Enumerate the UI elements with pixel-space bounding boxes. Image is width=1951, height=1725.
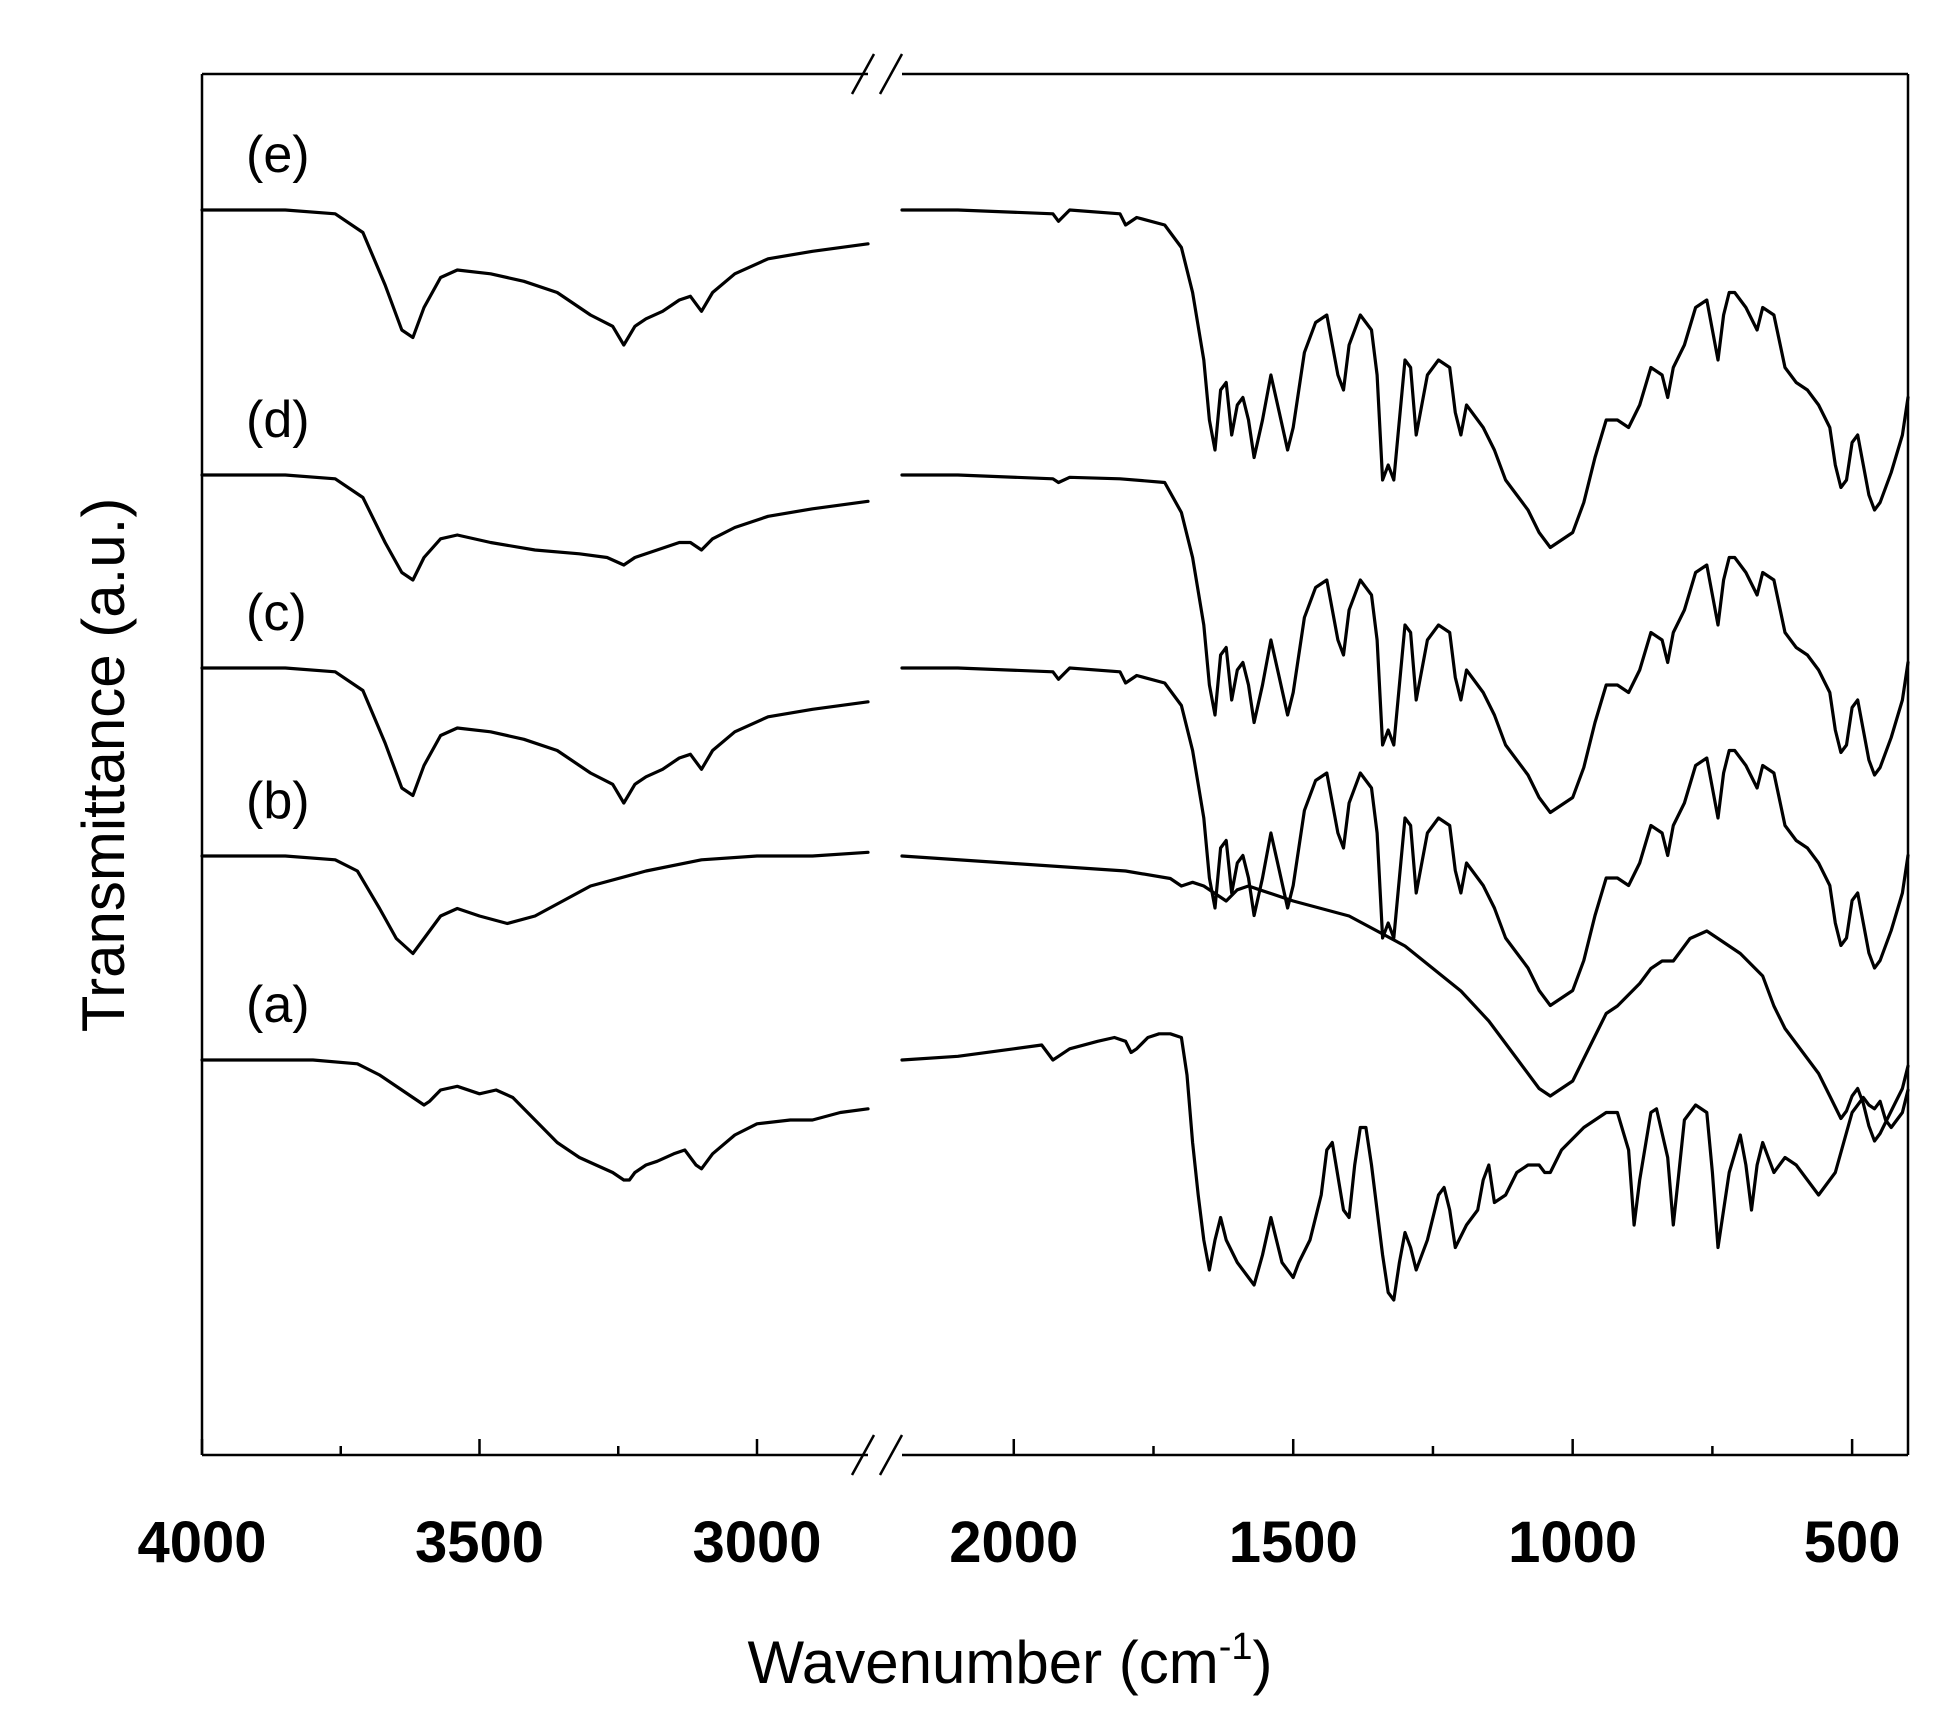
plot-frame <box>200 53 1910 1476</box>
spectrum-e-left <box>200 208 870 347</box>
x-axis-ticks: 4000 3500 3000 2000 1500 1000 500 <box>137 1439 1901 1575</box>
top-break-mark-1 <box>850 53 876 95</box>
spectrum-d-right <box>900 473 1910 815</box>
y-axis-title: Transmittance (a.u.) <box>70 498 137 1033</box>
spectrum-a-right <box>900 1032 1910 1302</box>
spectrum-e-right <box>900 208 1910 550</box>
tick-label-2000: 2000 <box>949 1510 1078 1575</box>
tick-label-1500: 1500 <box>1229 1510 1358 1575</box>
series-label-d: (d) <box>246 391 310 449</box>
tick-label-1000: 1000 <box>1508 1510 1637 1575</box>
spectrum-a-left <box>200 1058 870 1182</box>
top-break-mark-2 <box>878 53 904 95</box>
spectrum-b-left <box>200 850 870 956</box>
series-labels: (e) (d) (c) (b) (a) <box>246 126 310 1034</box>
spectra <box>200 208 1910 1302</box>
tick-label-3000: 3000 <box>692 1510 821 1575</box>
series-label-b: (b) <box>246 772 310 830</box>
series-label-c: (c) <box>246 584 307 642</box>
tick-label-3500: 3500 <box>415 1510 544 1575</box>
spectrum-c-right <box>900 666 1910 1008</box>
x-axis-title: Wavenumber (cm-1) <box>748 1626 1273 1696</box>
bottom-break-mark-1 <box>850 1434 876 1476</box>
series-label-e: (e) <box>246 126 310 184</box>
spectrum-d-left <box>200 473 870 582</box>
tick-label-4000: 4000 <box>137 1510 266 1575</box>
bottom-break-mark-2 <box>878 1434 904 1476</box>
series-label-a: (a) <box>246 976 310 1034</box>
spectrum-c-left <box>200 666 870 805</box>
tick-label-500: 500 <box>1804 1510 1901 1575</box>
spectrum-b-right <box>900 854 1910 1143</box>
